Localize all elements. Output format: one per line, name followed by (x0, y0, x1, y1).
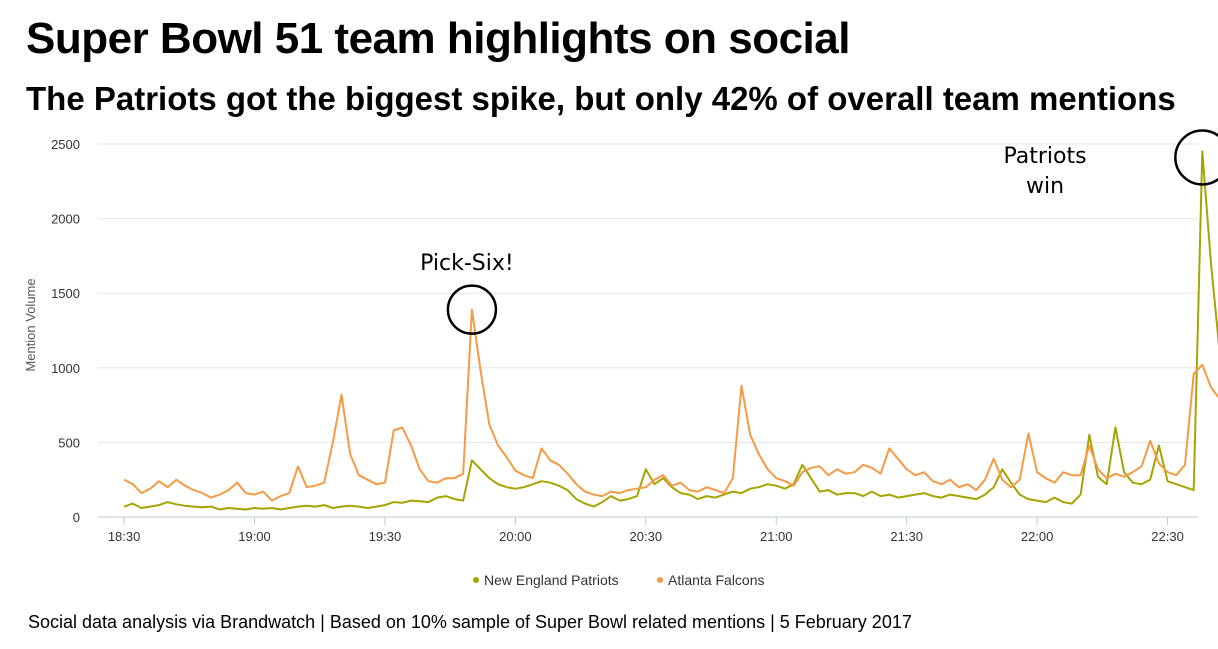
y-tick-label: 2500 (51, 137, 80, 152)
y-tick-label: 2000 (51, 212, 80, 227)
line-chart: 0 500 1000 1500 2000 2500 18:30 19:00 19:30 20:0… (23, 129, 1218, 588)
x-tick-label: 19:00 (238, 529, 271, 544)
annotations: Pick-Six! Patriots win (420, 129, 1218, 335)
y-tick-label: 1500 (51, 286, 80, 301)
x-tick-label: 19:30 (369, 529, 402, 544)
x-tick-label: 20:30 (630, 529, 663, 544)
y-tick-label: 500 (58, 435, 80, 450)
legend-item-label: New England Patriots (484, 572, 619, 588)
y-axis-ticks: 0 500 1000 1500 2000 2500 (51, 137, 80, 525)
y-tick-label: 0 (73, 510, 80, 525)
patriots-win-circle (1174, 129, 1218, 186)
x-tick-label: 21:30 (890, 529, 923, 544)
legend: New England Patriots Atlanta Falcons (473, 572, 765, 588)
chart-title: Super Bowl 51 team highlights on social (26, 14, 850, 63)
x-tick-label: 20:00 (499, 529, 532, 544)
series-lines (123, 150, 1218, 511)
legend-marker (657, 577, 663, 583)
legend-marker (473, 577, 479, 583)
chart-subtitle: The Patriots got the biggest spike, but … (26, 80, 1176, 117)
pick-six-annotation: Pick-Six! (420, 251, 514, 276)
gridlines (98, 143, 1198, 518)
patriots-win-annotation-line2: win (1026, 174, 1064, 199)
legend-item-label: Atlanta Falcons (668, 572, 765, 588)
pick-six-circle (446, 284, 498, 335)
source-footer: Social data analysis via Brandwatch | Ba… (28, 612, 912, 632)
x-tick-label: 22:00 (1021, 529, 1054, 544)
x-axis-ticks: 18:30 19:00 19:30 20:00 20:30 21:00 21:30 22:00… (108, 517, 1184, 544)
series-line-patriots (123, 150, 1218, 511)
series-line-falcons (123, 308, 1218, 502)
y-axis-label: Mention Volume (23, 278, 38, 371)
x-tick-label: 22:30 (1151, 529, 1184, 544)
y-tick-label: 1000 (51, 361, 80, 376)
x-tick-label: 18:30 (108, 529, 141, 544)
x-tick-label: 21:00 (760, 529, 793, 544)
patriots-win-annotation-line1: Patriots (1003, 144, 1086, 169)
